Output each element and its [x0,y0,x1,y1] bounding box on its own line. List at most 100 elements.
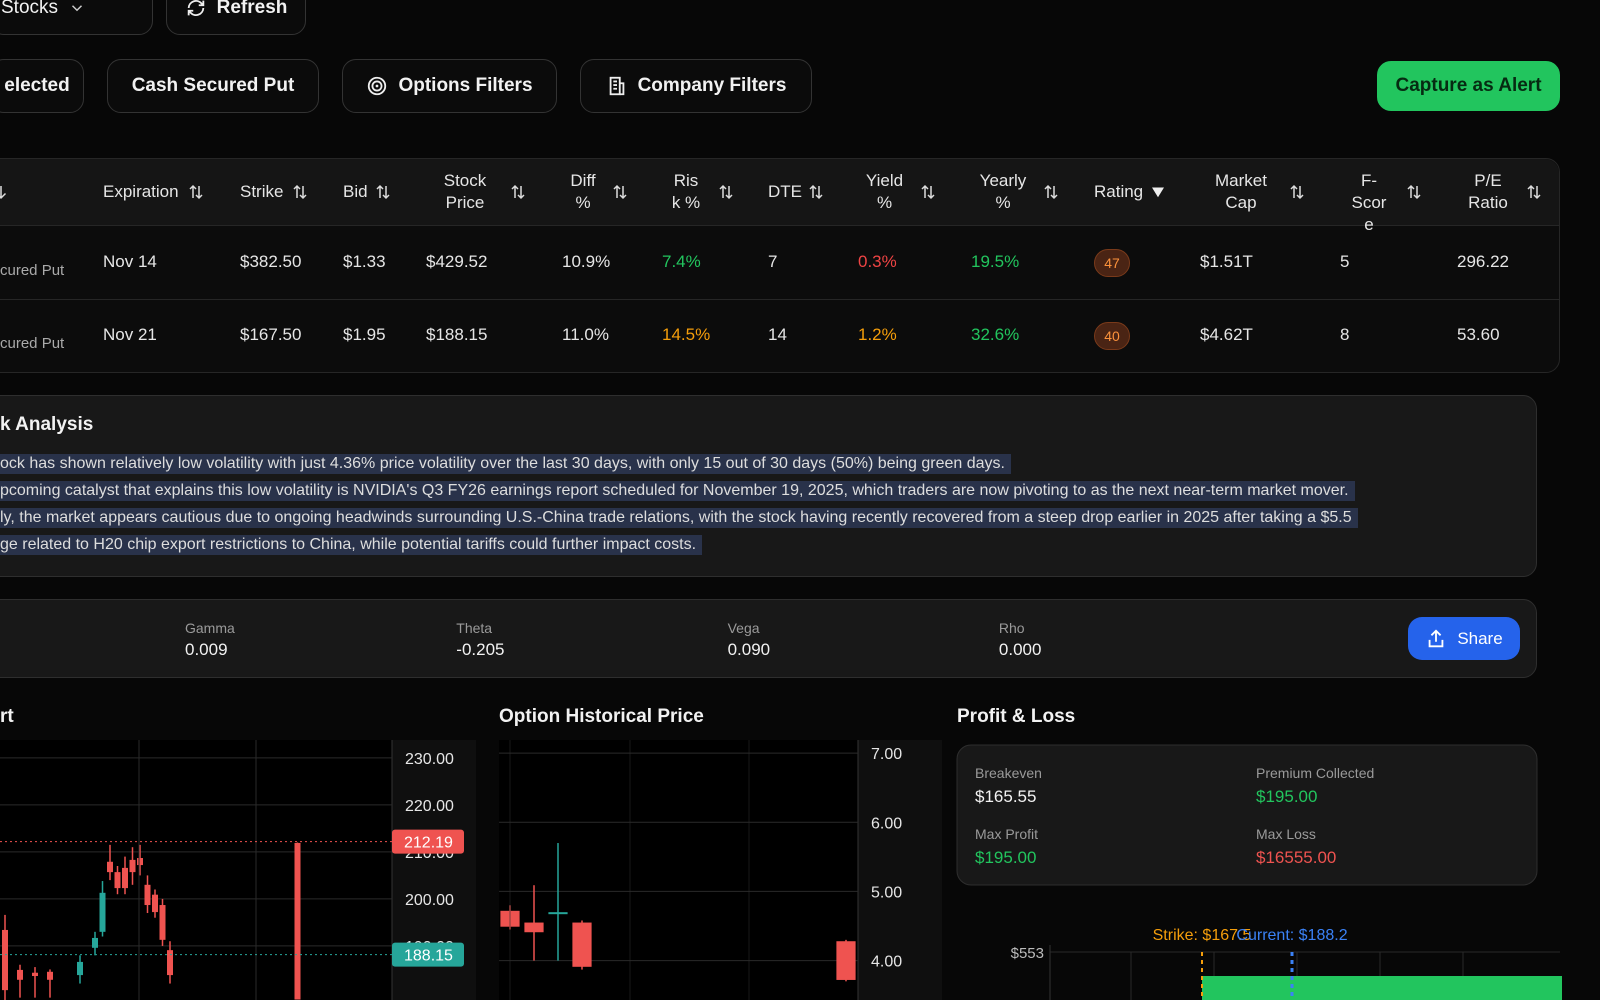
greek-value: 0.090 [727,640,771,659]
table-cell: $188.15 [426,325,488,344]
candle-body [144,884,151,906]
table-cell: 8 [1340,325,1350,344]
table-cell: 7 [768,252,778,271]
filter-button[interactable]: Cash Secured Put [107,59,319,113]
pnl-value: $195.00 [1256,787,1317,806]
candle-body [167,950,173,976]
table-cell: $382.50 [240,252,302,271]
greek-value: -0.205 [456,640,505,659]
table-cell: 7.4% [662,252,701,271]
column-header: Stock Price [443,171,487,212]
y-tick-label: 230.00 [405,751,454,768]
table-cell: Nov 21 [103,325,157,344]
refresh-button[interactable]: Refresh [166,0,306,35]
price-tag-label: 188.15 [404,948,453,965]
analysis-line: ock has shown relatively low volatility … [0,454,1011,474]
icon [72,4,83,11]
candle-body [137,858,143,866]
sort-icon[interactable] [187,183,205,201]
y-tick-label: 200.00 [405,892,454,909]
label: Refresh [216,0,288,18]
column-header: Market Cap [1215,171,1267,212]
rating-badge: 40 [1094,322,1130,350]
table-cell: $429.52 [426,252,488,271]
candle-body [836,941,856,980]
strategy-cell: cured Put [0,335,65,352]
table-cell: $167.50 [240,325,302,344]
sort-icon[interactable] [0,183,10,201]
sort-icon[interactable] [374,183,392,201]
pnl-label: Max Loss [1256,826,1316,842]
sort-icon[interactable] [1288,183,1306,201]
column-header: Risk % [671,171,701,212]
column-header: Rating [1094,182,1144,201]
sort-icon[interactable] [1149,183,1167,201]
chart-title: Option Historical Price [499,706,704,727]
share-button[interactable]: Share [1408,617,1520,660]
pnl-box [956,744,1538,886]
column-header: Strike [240,182,284,201]
filter-button[interactable]: Company Filters [580,59,812,113]
sort-icon[interactable] [1405,183,1423,201]
greeks-box [0,599,1537,678]
column-header: Yield % [865,171,904,212]
sort-icon[interactable] [1042,183,1060,201]
rating-badge: 47 [1094,249,1130,277]
y-tick-label: 220.00 [405,798,454,815]
sort-icon[interactable] [717,183,735,201]
sort-icon[interactable] [509,183,527,201]
table-cell: 5 [1340,252,1350,271]
candle-body [294,842,301,1000]
candle-body [47,971,53,980]
row-divider [0,299,1559,300]
sort-icon[interactable] [807,183,825,201]
table-cell: 32.6% [971,325,1020,344]
candle-body [99,892,106,932]
candle-body [2,929,8,991]
label: Cash Secured Put [131,75,295,96]
table-cell: Nov 14 [103,252,157,271]
icon [368,76,387,96]
icon [609,76,624,96]
table-cell: 0.3% [858,252,897,271]
table-cell: $1.95 [343,325,386,344]
candle-body [32,972,38,977]
sort-icon[interactable] [1525,183,1543,201]
icon [1428,628,1444,647]
candle-body [122,867,128,889]
pnl-axis-label: $553 [1011,945,1044,962]
pnl-label: Premium Collected [1256,765,1374,781]
label: Company Filters [637,75,787,96]
analysis-line: ge related to H20 chip export restrictio… [0,535,703,555]
filter-button[interactable]: Options Filters [342,59,557,113]
filter-button[interactable]: elected [0,59,84,113]
candle-body [17,969,23,980]
candle-body [92,937,98,948]
chart-title: rt [0,706,14,727]
column-header: F-Score [1351,171,1387,234]
chart-title: Profit & Loss [957,706,1075,727]
icon [187,0,204,16]
table-cell: 296.22 [1457,252,1509,271]
label: Stocks [1,0,59,18]
greek-value: 0.000 [998,640,1042,659]
sort-icon[interactable] [611,183,629,201]
analysis-line: pcoming catalyst that explains this low … [0,481,1355,501]
table-cell: $1.33 [343,252,386,271]
chart-bg [0,740,392,1000]
y-tick-label: 7.00 [871,746,902,763]
sort-icon[interactable] [291,183,309,201]
candle-body [107,861,113,873]
y-tick-label: 6.00 [871,815,902,832]
price-axis-bg [858,740,942,1000]
strategy-cell: cured Put [0,262,65,279]
analysis-title: k Analysis [0,414,94,435]
sort-icon[interactable] [919,183,937,201]
column-header: Expiration [103,182,179,201]
capture-alert-button[interactable]: Capture as Alert [1377,61,1560,111]
greek-value: 0.009 [185,640,228,659]
column-header: DTE [768,182,802,201]
select[interactable]: Stocks [0,0,153,35]
table-cell: 14.5% [662,325,711,344]
